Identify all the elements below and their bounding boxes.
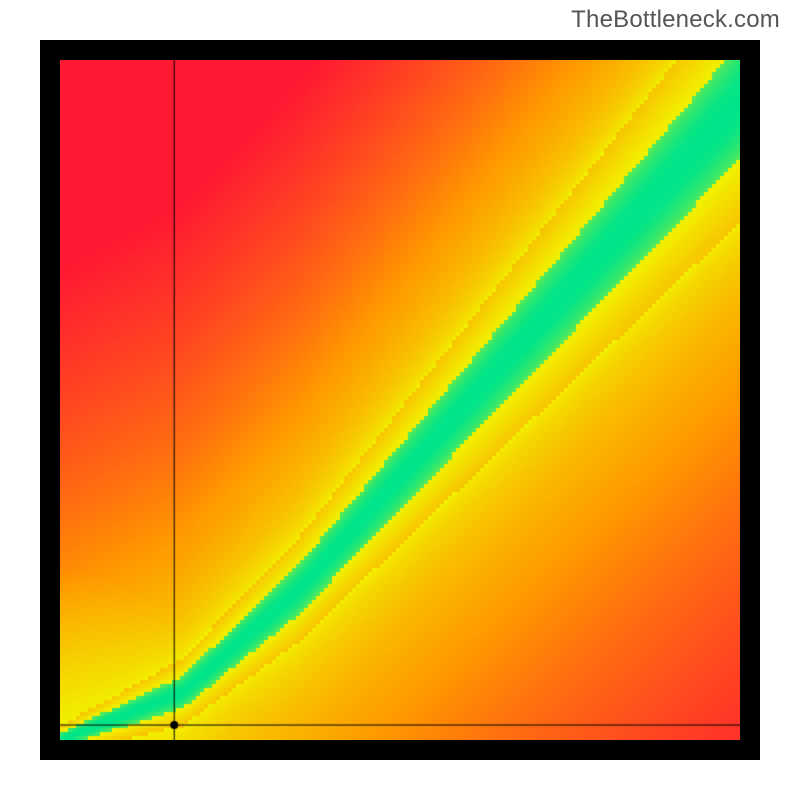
attribution-text: TheBottleneck.com <box>571 6 780 34</box>
heatmap-canvas <box>60 60 740 740</box>
heatmap-frame <box>40 40 760 760</box>
chart-container: TheBottleneck.com <box>0 0 800 800</box>
